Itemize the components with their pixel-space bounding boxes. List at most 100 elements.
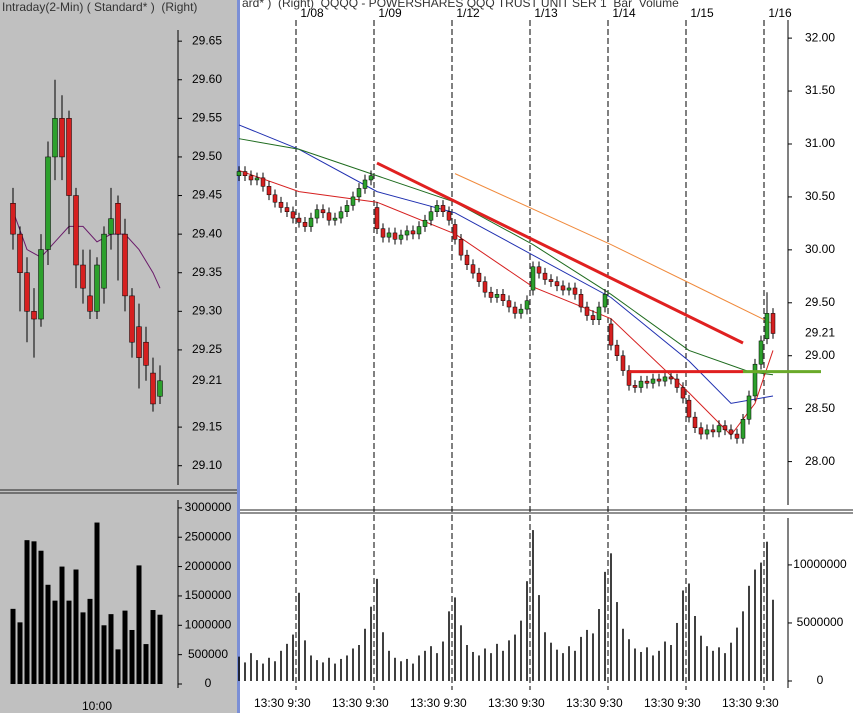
volume-bar bbox=[550, 642, 552, 681]
y-tick-label: 31.00 bbox=[805, 136, 835, 150]
volume-bar bbox=[754, 569, 756, 681]
volume-bar bbox=[730, 642, 732, 681]
volume-bar bbox=[115, 649, 121, 684]
volume-bar bbox=[496, 643, 498, 681]
candle-body bbox=[632, 385, 638, 388]
candle-body bbox=[740, 418, 746, 439]
candle-body bbox=[266, 186, 272, 196]
volume-bar bbox=[430, 646, 432, 681]
candle-body bbox=[101, 233, 107, 289]
last-price-label: 29.21 bbox=[192, 373, 222, 387]
volume-bar bbox=[592, 633, 594, 681]
volume-bar bbox=[724, 653, 726, 681]
candle-body bbox=[716, 425, 722, 433]
candle-body bbox=[45, 156, 51, 250]
volume-bar bbox=[52, 600, 58, 684]
y-tick-label: 29.10 bbox=[192, 458, 222, 472]
volume-bar bbox=[316, 660, 318, 681]
volume-bar bbox=[556, 649, 558, 681]
candle-body bbox=[602, 294, 608, 308]
volume-bar bbox=[568, 646, 570, 681]
x-tick-label: 9:30 bbox=[521, 696, 545, 710]
volume-bar bbox=[742, 611, 744, 681]
candle-body bbox=[10, 203, 16, 235]
volume-bar bbox=[157, 614, 163, 684]
candle-body bbox=[704, 429, 710, 435]
candle-body bbox=[584, 306, 590, 316]
candle-body bbox=[722, 425, 728, 431]
panel-divider bbox=[237, 0, 240, 713]
volume-bar bbox=[478, 655, 480, 681]
volume-bar bbox=[520, 620, 522, 681]
volume-bar bbox=[646, 647, 648, 681]
candle-body bbox=[308, 217, 314, 227]
volume-bar bbox=[586, 629, 588, 681]
volume-bar bbox=[580, 636, 582, 681]
candle-body bbox=[668, 376, 674, 380]
candle-body bbox=[446, 211, 452, 221]
candle-body bbox=[242, 171, 248, 176]
candle-body bbox=[392, 232, 398, 240]
volume-bar bbox=[544, 632, 546, 681]
volume-bar bbox=[574, 650, 576, 681]
volume-bar bbox=[628, 639, 630, 681]
volume-bar bbox=[304, 640, 306, 681]
candle-body bbox=[764, 313, 770, 340]
candle-body bbox=[692, 416, 698, 428]
candle-body bbox=[644, 380, 650, 384]
candle-body bbox=[314, 209, 320, 219]
candle-body bbox=[746, 395, 752, 420]
candle-body bbox=[734, 433, 740, 439]
y-tick-label: 29.65 bbox=[192, 33, 222, 47]
volume-bar bbox=[766, 541, 768, 681]
candle-body bbox=[31, 311, 37, 320]
volume-bar bbox=[526, 581, 528, 681]
volume-bar bbox=[352, 648, 354, 681]
volume-bar bbox=[610, 553, 612, 681]
candle-body bbox=[272, 194, 278, 203]
candle-body bbox=[500, 294, 506, 301]
volume-bar bbox=[73, 569, 79, 684]
candle-body bbox=[157, 380, 163, 397]
candle-body bbox=[52, 118, 58, 158]
volume-bar bbox=[101, 625, 107, 684]
candle-body bbox=[422, 219, 428, 227]
candle-body bbox=[650, 378, 656, 384]
x-tick-label: 13:30 bbox=[332, 696, 362, 710]
volume-bar bbox=[712, 650, 714, 681]
y-tick-label: 32.00 bbox=[805, 30, 835, 44]
candle-body bbox=[752, 363, 758, 397]
volume-bar bbox=[292, 634, 294, 681]
volume-bar bbox=[454, 597, 456, 681]
volume-bar bbox=[658, 650, 660, 681]
volume-bar bbox=[364, 628, 366, 681]
volume-bar bbox=[38, 550, 44, 684]
volume-bar bbox=[59, 566, 65, 684]
volume-bar bbox=[718, 647, 720, 681]
chart-title: Intraday(2-Min) ( Standard* ) (Right) bbox=[2, 0, 197, 14]
x-tick-label: 1/16 bbox=[768, 6, 792, 20]
y-tick-label: 29.15 bbox=[192, 419, 222, 433]
volume-bar bbox=[616, 602, 618, 681]
volume-bar bbox=[502, 650, 504, 681]
candle-body bbox=[608, 323, 614, 346]
volume-bar bbox=[143, 644, 149, 684]
candle-body bbox=[38, 249, 44, 320]
volume-bar bbox=[406, 658, 408, 681]
candle-body bbox=[338, 211, 344, 219]
candle-body bbox=[536, 266, 542, 274]
candle-body bbox=[530, 266, 536, 291]
candle-body bbox=[129, 295, 135, 343]
last-price-label: 29.21 bbox=[805, 326, 835, 340]
candle-body bbox=[332, 217, 338, 221]
candle-body bbox=[356, 188, 362, 198]
x-tick-label: 1/09 bbox=[378, 6, 402, 20]
candle-body bbox=[518, 308, 524, 314]
volume-bar bbox=[484, 648, 486, 681]
y-tick-label: 5000000 bbox=[797, 615, 844, 629]
candle-body bbox=[494, 294, 500, 298]
candle-body bbox=[590, 315, 596, 320]
candle-body bbox=[80, 264, 86, 289]
candle-body bbox=[254, 177, 260, 181]
